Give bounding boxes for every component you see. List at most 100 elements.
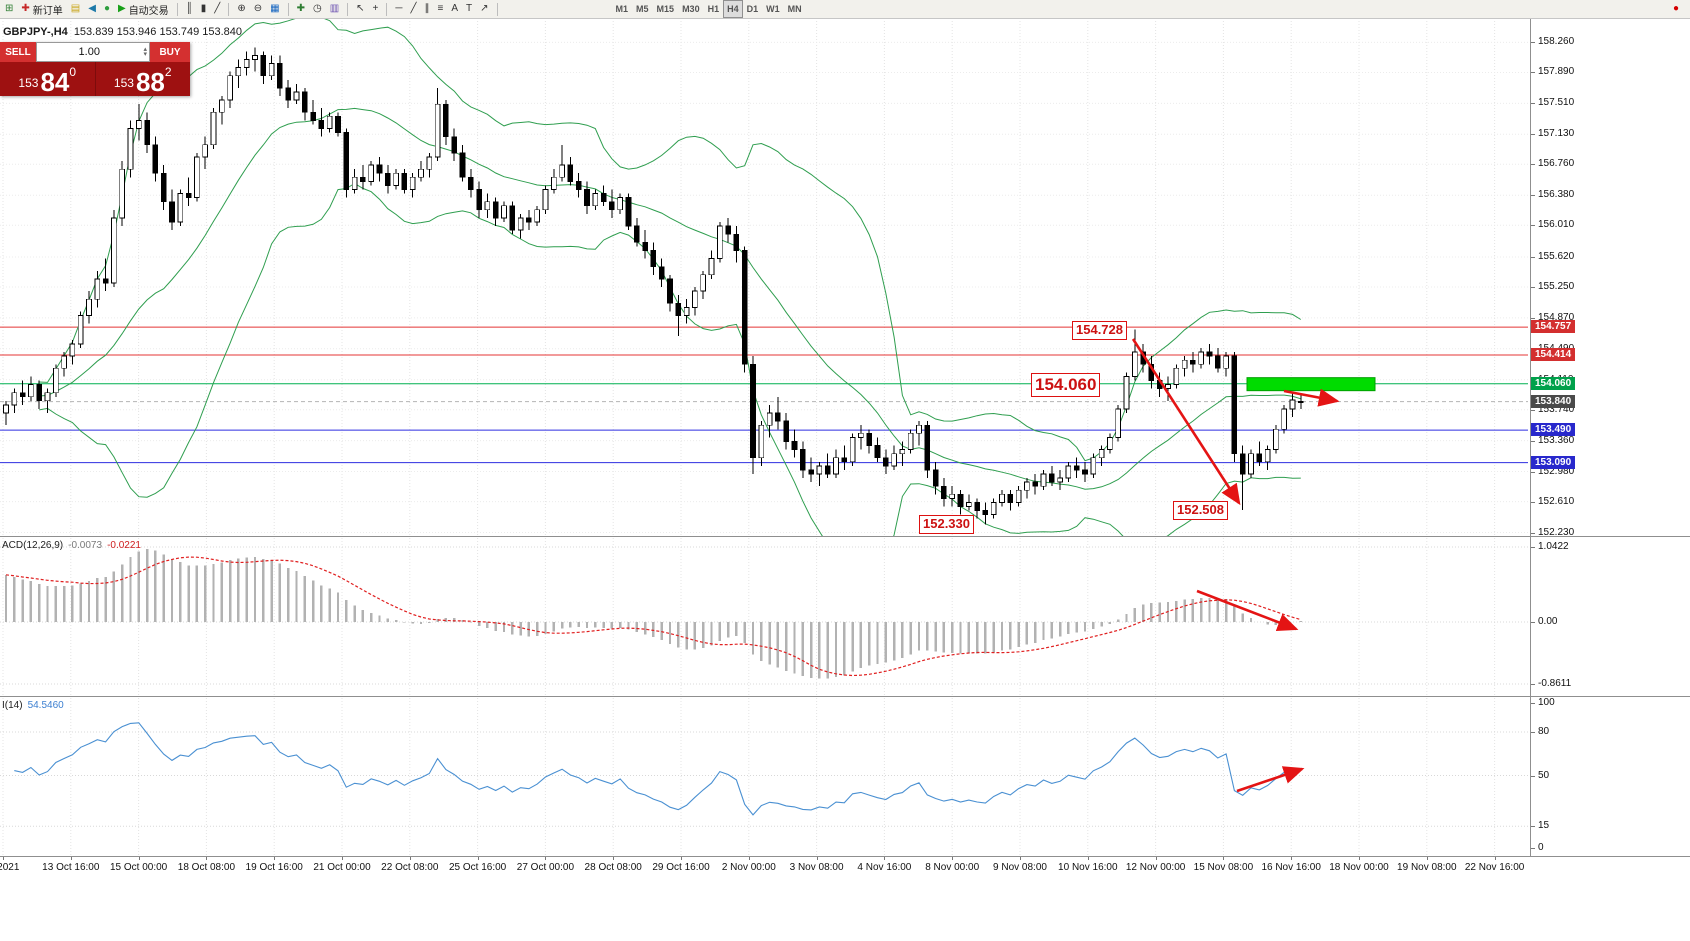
candle — [617, 197, 623, 211]
candle — [393, 172, 399, 186]
candles-mode-button[interactable]: ▮ — [197, 0, 211, 18]
trend-arrow[interactable] — [1236, 766, 1305, 793]
trendline-button[interactable]: ╱ — [406, 0, 420, 18]
tf-mn-label: MN — [787, 4, 802, 14]
bid-price-button[interactable]: 153 84 0 — [0, 62, 95, 96]
candlestick-chart — [0, 18, 1528, 536]
tf-m15-button[interactable]: M15 — [653, 0, 679, 18]
new-order-button[interactable]: ✚ 新订单 — [17, 0, 66, 18]
panel-separator[interactable] — [0, 696, 1690, 697]
candle — [218, 99, 225, 113]
tf-w1-button[interactable]: W1 — [762, 0, 784, 18]
candle — [501, 205, 507, 219]
candle — [285, 87, 291, 101]
fibonacci-button[interactable]: ≡ — [434, 0, 448, 18]
periods-button[interactable]: ◷ — [309, 0, 326, 18]
candle — [1223, 355, 1229, 369]
time-tick-mark — [545, 857, 547, 860]
spinner-down-icon[interactable]: ▾ — [143, 51, 147, 58]
cursor-button[interactable]: ↖ — [352, 0, 368, 18]
text-button[interactable]: A — [447, 0, 462, 18]
toolbar-group-pointer: ↖ + — [351, 0, 383, 18]
time-tick-mark — [1426, 857, 1428, 860]
spinner-up-icon[interactable]: ▴ — [143, 46, 147, 53]
price-callout[interactable]: 152.508 — [1173, 501, 1228, 520]
price-axis[interactable]: 158.260 157.890 157.510 157.130 156.760 156.3… — [1530, 18, 1690, 876]
template-icon: ▥ — [329, 3, 340, 14]
tf-d1-button[interactable]: D1 — [743, 0, 763, 18]
tf-m30-button[interactable]: M30 — [678, 0, 704, 18]
bars-mode-button[interactable]: ║ — [182, 0, 197, 18]
candle — [443, 103, 449, 138]
sell-button[interactable]: SELL — [0, 42, 36, 62]
rsi-line — [14, 722, 1301, 816]
trend-arrow[interactable] — [1196, 589, 1299, 631]
candle — [1206, 351, 1213, 357]
tf-m5-label: M5 — [636, 4, 649, 14]
candle — [642, 241, 648, 251]
price-callout[interactable]: 154.728 — [1072, 321, 1127, 340]
axis-tick-mark — [1531, 256, 1535, 258]
tf-h1-button[interactable]: H1 — [704, 0, 724, 18]
candle — [791, 441, 798, 450]
tf-m5-button[interactable]: M5 — [632, 0, 653, 18]
candle — [924, 424, 931, 471]
new-chart-button[interactable]: ⊞ — [1, 0, 17, 18]
candle — [675, 302, 682, 316]
auto-trading-button[interactable]: ▶ 自动交易 — [114, 0, 173, 18]
candle — [1273, 428, 1279, 450]
candle — [484, 201, 491, 211]
toolbar-group-status: ● — [1668, 0, 1684, 18]
tile-windows-button[interactable]: ▦ — [266, 0, 283, 18]
candle — [418, 168, 424, 178]
candle — [459, 152, 466, 178]
tf-m1-button[interactable]: M1 — [612, 0, 633, 18]
volume-spinner[interactable]: ▴ ▾ — [141, 46, 149, 58]
volume-value[interactable]: 1.00 — [78, 46, 100, 58]
price-axis-label: 152.610 — [1538, 495, 1575, 507]
tf-mn-button[interactable]: MN — [784, 0, 806, 18]
candle — [376, 164, 383, 174]
candle — [1289, 399, 1296, 410]
candle — [53, 367, 59, 394]
templates-button[interactable]: ▥ — [326, 0, 343, 18]
panel-separator[interactable] — [0, 536, 1690, 537]
connection-alert-button[interactable]: ● — [1669, 0, 1683, 18]
time-axis[interactable]: ct 2021 13 Oct 16:00 15 Oct 00:00 18 Oct 08… — [0, 856, 1690, 877]
axis-tick-mark — [1531, 42, 1535, 44]
buy-button[interactable]: BUY — [150, 42, 190, 62]
supply-zone[interactable] — [1246, 377, 1376, 392]
strategy-tester-button[interactable]: ● — [100, 0, 114, 18]
trend-arrow[interactable] — [1283, 388, 1340, 407]
time-axis-label: 22 Nov 16:00 — [1464, 862, 1525, 873]
arrows-tool-button[interactable]: ↗ — [476, 0, 492, 18]
ask-price-button[interactable]: 153 88 2 — [95, 62, 190, 96]
line-mode-button[interactable]: ╱ — [210, 0, 224, 18]
candle — [401, 172, 408, 190]
zoom-in-button[interactable]: ⊕ — [233, 0, 249, 18]
horizontal-line-button[interactable]: ─ — [391, 0, 406, 18]
price-tag: 154.414 — [1531, 347, 1576, 361]
tf-h1-label: H1 — [707, 4, 720, 14]
crosshair-button[interactable]: + — [369, 0, 383, 18]
rsi-value: 54.5460 — [27, 700, 64, 711]
market-watch-button[interactable]: ◀ — [84, 0, 100, 18]
tf-h4-button[interactable]: H4 — [723, 0, 743, 18]
label-button[interactable]: T — [462, 0, 476, 18]
volume-field[interactable]: 1.00 ▴ ▾ — [36, 42, 150, 62]
trend-arrow[interactable] — [1131, 338, 1241, 506]
macd-axis-label: -0.8611 — [1538, 677, 1572, 689]
price-axis-label: 152.230 — [1538, 526, 1575, 538]
candle — [932, 469, 939, 487]
profiles-button[interactable]: ▤ — [67, 0, 84, 18]
price-callout[interactable]: 152.330 — [919, 515, 974, 534]
candle — [1190, 359, 1196, 365]
indicators-button[interactable]: ✚ — [293, 0, 309, 18]
candle — [310, 111, 316, 121]
candle — [899, 449, 906, 455]
price-callout[interactable]: 154.060 — [1031, 373, 1101, 398]
rsi-name: I(14) — [2, 700, 23, 711]
zoom-out-button[interactable]: ⊖ — [250, 0, 266, 18]
bollinger-middle — [39, 107, 1301, 490]
channel-button[interactable]: ∥ — [421, 0, 434, 18]
